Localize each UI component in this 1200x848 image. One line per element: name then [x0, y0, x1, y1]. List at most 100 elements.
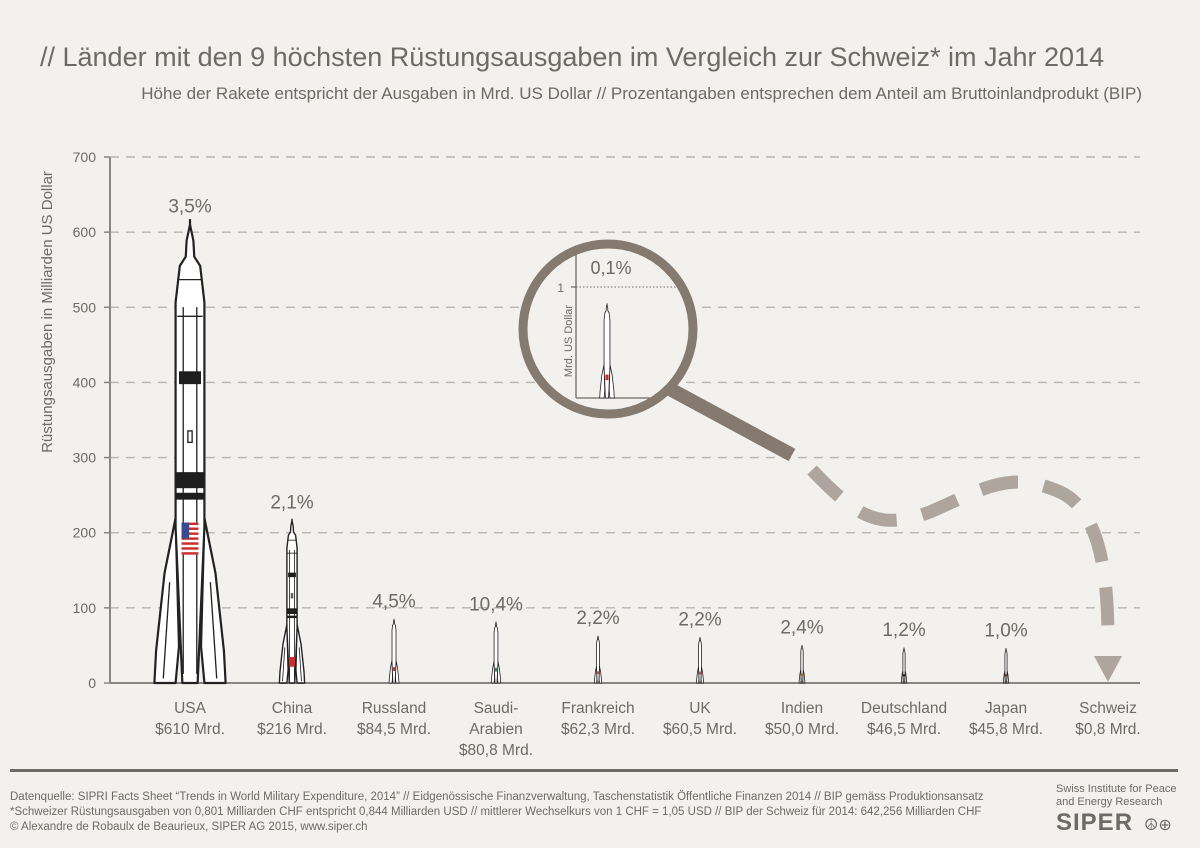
category-name: Deutschland [861, 700, 947, 717]
pct-label: 2,2% [576, 608, 619, 629]
rocket-band [286, 608, 298, 615]
category-name: Frankreich [561, 700, 634, 717]
pct-label: 3,5% [168, 197, 211, 218]
y-tick-label: 400 [73, 374, 97, 390]
category-name: Saudi- [474, 700, 519, 717]
inset-pct-label: 0,1% [590, 258, 631, 278]
pct-label: 4,5% [372, 592, 415, 613]
flag-icon [494, 667, 498, 672]
rocket-deutschland [900, 647, 908, 684]
flag-icon [597, 671, 599, 675]
copyright-note: © Alexandre de Robaulx de Beaurieux, SIP… [10, 821, 368, 833]
flag-icon [605, 374, 609, 381]
pct-label: 2,1% [270, 493, 313, 514]
category-name: USA [174, 700, 207, 717]
inset-y-label: Mrd. US Dollar [563, 305, 575, 377]
flag-stripe [181, 537, 199, 540]
rocket-frankreich [593, 635, 603, 684]
rocket-body [493, 621, 499, 684]
peace-logo-icon: ☮⊕ [1144, 817, 1172, 834]
dashed-arrow-path [807, 465, 1115, 641]
rocket-body [603, 303, 611, 399]
flag-stripe [181, 552, 199, 555]
y-tick-label: 300 [73, 450, 97, 466]
rocket-body [698, 637, 702, 684]
gridlines [104, 156, 1140, 684]
rocket-panel-line [162, 582, 171, 679]
magnifier-handle [664, 381, 796, 462]
conversion-note: *Schweizer Rüstungsausgaben von 0,801 Mi… [10, 806, 982, 818]
footer-divider [10, 769, 1178, 772]
brand-logo: SIPER [1056, 809, 1134, 836]
value-label: $216 Mrd. [257, 721, 327, 738]
y-tick-label: 0 [88, 675, 96, 691]
inset-tick-label: 1 [557, 281, 564, 295]
arrow-head-icon [1094, 656, 1122, 682]
category-labels: 3,5% USA $610 Mrd. 2,1% China $216 Mrd. 4,5% Ru… [155, 197, 1141, 759]
rocket-panel-line [298, 647, 302, 682]
value-label: $0,8 Mrd. [1075, 721, 1140, 738]
rocket-indien [798, 644, 806, 684]
y-tick-label: 100 [73, 600, 97, 616]
rocket-body [391, 619, 397, 684]
pct-label: 2,2% [678, 610, 721, 631]
flag-stripe [181, 532, 199, 535]
y-axis-label: Rüstungsausgaben in Milliarden US Dollar [39, 171, 56, 453]
org-name-line: Swiss Institute for Peace [1056, 783, 1177, 795]
value-label: $45,8 Mrd. [969, 721, 1043, 738]
rocket-uk [696, 636, 704, 684]
flag-stripe [181, 522, 199, 526]
flag-stripe [181, 527, 199, 530]
rocket-saudi [490, 621, 502, 684]
value-label: $46,5 Mrd. [867, 721, 941, 738]
category-name: China [272, 700, 313, 717]
rocket-usa [153, 219, 227, 685]
flag-canton [181, 522, 190, 539]
rocket-marks [153, 219, 1010, 685]
pct-label: 2,4% [780, 617, 823, 638]
flag-stripe [181, 542, 199, 545]
rocket-chart: Rüstungsausgaben in Milliarden US Dollar… [39, 149, 1141, 759]
chart-title: // Länder mit den 9 höchsten Rüstungsaus… [40, 42, 1105, 72]
flag-stripe [181, 547, 199, 550]
org-name: Swiss Institute for Peace and Energy Res… [1056, 783, 1176, 809]
chart-subtitle: Höhe der Rakete entspricht der Ausgaben … [141, 84, 1142, 103]
rocket-band [175, 492, 205, 500]
value-label: $50,0 Mrd. [765, 721, 839, 738]
rocket-panel-line [282, 647, 286, 682]
value-label: $60,5 Mrd. [663, 721, 737, 738]
rocket-booster [153, 516, 181, 685]
rocket-band [286, 615, 298, 619]
magnifier-icon: 1 Mrd. US Dollar 0,1% [518, 239, 796, 462]
rocket-russland [388, 618, 400, 684]
category-name: Japan [985, 700, 1027, 717]
value-label: $80,8 Mrd. [459, 742, 533, 759]
y-tick-label: 500 [73, 299, 97, 315]
rocket-body [174, 223, 206, 685]
flag-icon [1005, 674, 1007, 677]
value-label: $84,5 Mrd. [357, 721, 431, 738]
rocket-panel-line [209, 582, 218, 679]
y-tick-label: 600 [73, 224, 97, 240]
flag-icon [699, 671, 701, 675]
rocket-hatch [290, 593, 294, 599]
org-name-line: and Energy Research [1056, 796, 1163, 808]
china-flag-icon [288, 657, 296, 667]
category-name: Indien [781, 700, 823, 717]
rocket-body [902, 647, 906, 684]
rocket-body [1004, 648, 1008, 684]
flag-icon [903, 674, 905, 677]
category-name: Arabien [469, 721, 522, 738]
rocket-body [596, 635, 600, 684]
rocket-hatch [187, 430, 193, 444]
value-label: $62,3 Mrd. [561, 721, 635, 738]
category-name: Russland [362, 700, 427, 717]
flag-icon [801, 673, 803, 676]
y-tick-labels: 0 100 200 300 400 500 600 700 [73, 149, 97, 691]
rocket-japan [1002, 648, 1010, 684]
pct-label: 10,4% [469, 594, 523, 615]
source-note: Datenquelle: SIPRI Facts Sheet “Trends i… [10, 791, 984, 803]
rocket-window-band [288, 572, 296, 578]
rocket-body [800, 645, 804, 684]
rocket-window-band [178, 371, 202, 385]
